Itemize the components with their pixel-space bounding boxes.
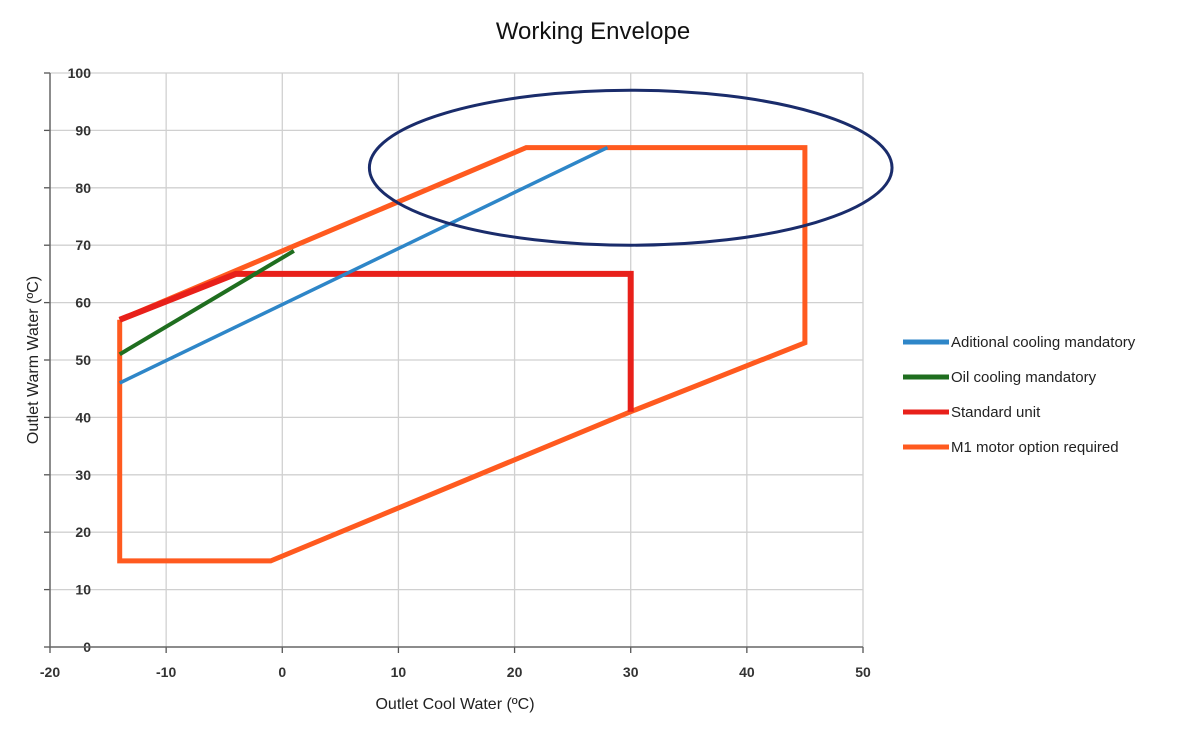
x-tick-label: 30 (623, 664, 639, 680)
x-tick-label: 20 (507, 664, 523, 680)
x-tick-label: 50 (855, 664, 871, 680)
x-tick-label: 10 (391, 664, 407, 680)
legend: Aditional cooling mandatory Oil cooling m… (903, 334, 1136, 456)
x-tick-label: -10 (156, 664, 176, 680)
chart-title: Working Envelope (496, 18, 690, 45)
x-tick-label: -20 (40, 664, 60, 680)
legend-item: Aditional cooling mandatory (903, 334, 1136, 351)
y-axis-title: Outlet Warm Water (ºC) (25, 276, 42, 444)
legend-item: Oil cooling mandatory (903, 369, 1097, 386)
legend-label: M1 motor option required (951, 439, 1119, 456)
y-tick-label: 80 (75, 180, 91, 196)
annotations (367, 88, 894, 247)
series-line-3 (117, 145, 808, 564)
legend-item: Standard unit (903, 404, 1041, 421)
y-tick-label: 40 (75, 409, 91, 425)
y-tick-label: 70 (75, 237, 91, 253)
y-tick-label: 90 (75, 122, 91, 138)
y-tick-label: 60 (75, 295, 91, 311)
legend-label: Aditional cooling mandatory (951, 334, 1136, 351)
y-tick-label: 30 (75, 467, 91, 483)
legend-label: Standard unit (951, 404, 1041, 421)
x-tick-label: 0 (278, 664, 286, 680)
x-tick-label: 40 (739, 664, 755, 680)
x-axis-title: Outlet Cool Water (ºC) (375, 696, 534, 713)
highlight-ellipse (367, 88, 894, 247)
series-lines (117, 145, 808, 564)
y-tick-label: 50 (75, 352, 91, 368)
y-tick-label: 100 (68, 65, 92, 81)
legend-item: M1 motor option required (903, 439, 1119, 456)
grid (50, 72, 864, 647)
series-line-0 (118, 146, 609, 385)
y-tick-label: 20 (75, 524, 91, 540)
series-line-1 (118, 249, 295, 357)
series-line-2 (118, 270, 634, 412)
y-tick-label: 10 (75, 582, 91, 598)
legend-label: Oil cooling mandatory (951, 369, 1097, 386)
